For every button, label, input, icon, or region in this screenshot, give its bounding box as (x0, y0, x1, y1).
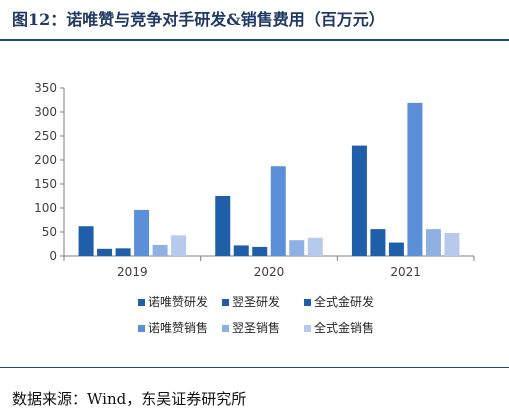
legend-swatch (304, 299, 311, 306)
legend-label: 全式金研发 (314, 294, 374, 309)
bar-chart: 0501001502002503003502019 2020 2021 诺唯赞研发翌… (34, 81, 475, 335)
bar (115, 248, 131, 256)
legend-label: 翌圣销售 (232, 320, 280, 335)
figure-header: 图12：诺唯赞与竞争对手研发&销售费用（百万元） (0, 0, 509, 40)
figure-title: 图12：诺唯赞与竞争对手研发&销售费用（百万元） (12, 10, 385, 29)
legend-label: 全式金销售 (314, 320, 374, 335)
legend-swatch (222, 325, 229, 332)
bar (252, 246, 268, 256)
header-rule (0, 39, 509, 41)
bar (425, 229, 441, 256)
bar (152, 244, 168, 256)
y-tick-label: 50 (42, 225, 57, 239)
y-tick-label: 200 (34, 153, 57, 167)
y-tick-label: 250 (34, 129, 57, 143)
legend-label: 诺唯赞销售 (148, 320, 208, 335)
legend-swatch (138, 299, 145, 306)
bar (97, 248, 113, 256)
bar (370, 229, 386, 256)
y-tick-label: 150 (34, 177, 57, 191)
bar (270, 166, 286, 256)
legend-label: 翌圣研发 (232, 294, 280, 309)
legend-label: 诺唯赞研发 (148, 294, 208, 309)
bar (233, 245, 249, 256)
chart-bars (78, 102, 460, 256)
y-tick-label: 100 (34, 201, 57, 215)
legend-swatch (138, 325, 145, 332)
data-source-note: 数据来源：Wind，东吴证券研究所 (12, 390, 247, 408)
bar (78, 226, 94, 256)
chart-axes: 0 50 100 150 200 250 300 350 2019 2020 2021 (34, 81, 475, 279)
x-tick-label: 2020 (254, 265, 285, 279)
y-tick-label: 0 (49, 249, 57, 263)
bar (171, 235, 187, 256)
bar (307, 237, 323, 256)
legend-swatch (304, 325, 311, 332)
bar (444, 232, 460, 256)
x-tick-label: 2019 (117, 265, 148, 279)
bar (134, 209, 150, 256)
bar (289, 240, 305, 256)
legend-swatch (222, 299, 229, 306)
bar (407, 102, 423, 256)
bar (388, 242, 404, 256)
bar (351, 145, 367, 256)
bar (215, 196, 231, 256)
y-tick-label: 300 (34, 105, 57, 119)
x-tick-label: 2021 (390, 265, 421, 279)
y-tick-label: 350 (34, 81, 57, 95)
footer-rule (0, 367, 509, 368)
